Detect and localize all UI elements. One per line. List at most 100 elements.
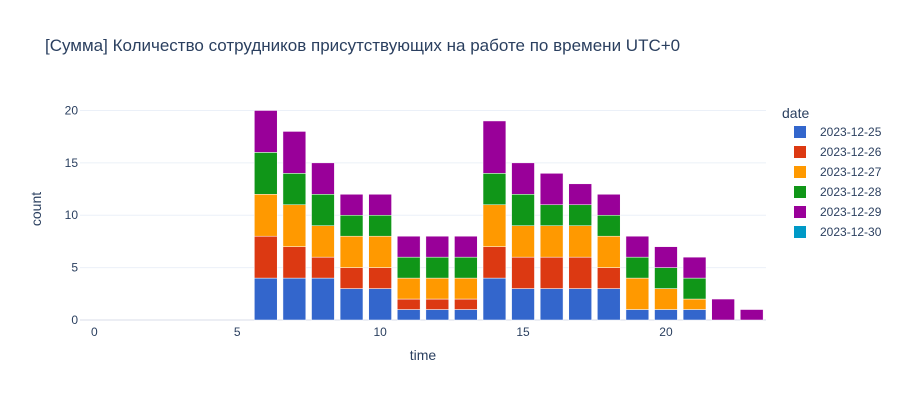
legend-item[interactable]: 2023-12-26 [794, 145, 882, 159]
bar-segment[interactable] [482, 173, 507, 206]
bar-segment[interactable] [425, 309, 449, 321]
bar-segment[interactable] [597, 214, 621, 237]
bar-segment[interactable] [625, 235, 650, 258]
bar-segment[interactable] [368, 235, 392, 268]
bar-segment[interactable] [654, 309, 678, 321]
bar-segment[interactable] [568, 225, 592, 258]
bar-segment[interactable] [482, 120, 507, 174]
legend-swatch [794, 226, 806, 238]
bar-segment[interactable] [339, 267, 364, 289]
bar-segment[interactable] [282, 173, 307, 206]
bar-segment[interactable] [454, 309, 478, 321]
legend-item[interactable]: 2023-12-25 [794, 125, 882, 139]
bar-segment[interactable] [282, 204, 307, 247]
bar-segment[interactable] [511, 225, 535, 258]
bar-segment[interactable] [682, 298, 707, 310]
y-tick-label: 5 [71, 261, 78, 275]
bar-segment[interactable] [368, 267, 392, 289]
legend[interactable]: 2023-12-25 2023-12-26 2023-12-27 2023-12-28… [794, 125, 882, 239]
legend-label: 2023-12-30 [820, 225, 882, 239]
x-axis-title: time [410, 347, 437, 363]
bar-segment[interactable] [539, 173, 564, 206]
bar-segment[interactable] [597, 288, 621, 321]
bar-segment[interactable] [282, 131, 307, 174]
bar-segment[interactable] [311, 225, 335, 258]
legend-item[interactable]: 2023-12-29 [794, 205, 882, 219]
bar-segment[interactable] [597, 194, 621, 216]
bar-segment[interactable] [625, 277, 650, 310]
bar-segment[interactable] [339, 214, 364, 237]
bar-segment[interactable] [339, 235, 364, 268]
x-tick-label: 10 [373, 325, 387, 339]
legend-swatch [794, 146, 806, 158]
bar-segment[interactable] [568, 204, 592, 226]
bar-segment[interactable] [682, 277, 707, 300]
bar-segment[interactable] [597, 267, 621, 289]
legend-item[interactable]: 2023-12-28 [794, 185, 882, 199]
bar-segment[interactable] [539, 225, 564, 258]
legend-item[interactable]: 2023-12-27 [794, 165, 882, 179]
bar-segment[interactable] [397, 256, 421, 279]
bar-segment[interactable] [397, 235, 421, 258]
bar-segment[interactable] [511, 288, 535, 321]
bar-segment[interactable] [368, 214, 392, 237]
bar-segment[interactable] [682, 309, 707, 321]
y-tick-label: 15 [65, 156, 79, 170]
bar-segment[interactable] [511, 256, 535, 289]
bar-segment[interactable] [511, 194, 535, 226]
bar-segment[interactable] [568, 183, 592, 206]
bar-segment[interactable] [254, 194, 278, 237]
bar-segment[interactable] [454, 298, 478, 310]
bar-segment[interactable] [568, 256, 592, 289]
bar-segment[interactable] [454, 235, 478, 258]
bar-segment[interactable] [425, 256, 449, 279]
bar-segment[interactable] [425, 298, 449, 310]
bar-segment[interactable] [654, 288, 678, 310]
bar-segment[interactable] [711, 298, 735, 321]
bar-segment[interactable] [368, 194, 392, 216]
bar-segment[interactable] [682, 256, 707, 279]
bar-segment[interactable] [339, 194, 364, 216]
legend-swatch [794, 166, 806, 178]
bar-segment[interactable] [568, 288, 592, 321]
bar-segment[interactable] [425, 277, 449, 300]
bar-segment[interactable] [482, 246, 507, 279]
bar-segment[interactable] [368, 288, 392, 321]
chart-title: [Сумма] Количество сотрудников присутств… [45, 36, 680, 55]
bar-segment[interactable] [397, 277, 421, 300]
bar-segment[interactable] [454, 256, 478, 279]
bar-segment[interactable] [482, 204, 507, 247]
bar-segment[interactable] [311, 194, 335, 226]
bar-segment[interactable] [254, 110, 278, 153]
bar-segment[interactable] [397, 309, 421, 321]
bar-segment[interactable] [654, 267, 678, 289]
bar-segment[interactable] [625, 309, 650, 321]
legend-item[interactable]: 2023-12-30 [794, 225, 882, 239]
bar-segment[interactable] [425, 235, 449, 258]
bar-segment[interactable] [254, 235, 278, 279]
bar-segment[interactable] [397, 298, 421, 310]
bar-segment[interactable] [339, 288, 364, 321]
bar-segment[interactable] [539, 288, 564, 321]
bar-segment[interactable] [311, 256, 335, 279]
bar-segment[interactable] [482, 277, 507, 321]
bar-segment[interactable] [539, 204, 564, 226]
bar-segment[interactable] [311, 277, 335, 321]
bar-segment[interactable] [454, 277, 478, 300]
bar-segment[interactable] [654, 246, 678, 268]
bar-segment[interactable] [511, 162, 535, 195]
legend-label: 2023-12-25 [820, 125, 882, 139]
legend-label: 2023-12-28 [820, 185, 882, 199]
legend-label: 2023-12-27 [820, 165, 882, 179]
bar-segment[interactable] [597, 235, 621, 268]
bar-segment[interactable] [539, 256, 564, 289]
bar-segment[interactable] [740, 309, 764, 321]
bar-segment[interactable] [254, 152, 278, 195]
bar-segment[interactable] [254, 277, 278, 321]
bar-segment[interactable] [282, 277, 307, 321]
gridlines [80, 109, 766, 321]
bar-segment[interactable] [625, 256, 650, 279]
bar-segment[interactable] [311, 162, 335, 195]
bar-segment[interactable] [282, 246, 307, 279]
